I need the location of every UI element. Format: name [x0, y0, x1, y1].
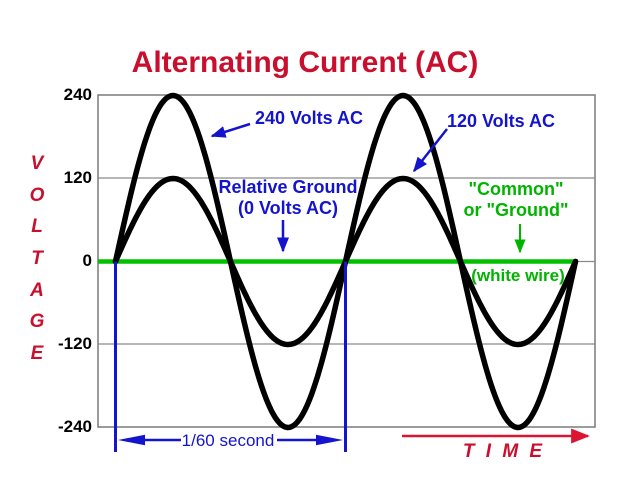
arrow-to-240v-wave [210, 122, 251, 138]
arrow-to-120v-wave [413, 128, 448, 173]
y-axis-letter: E [30, 343, 44, 365]
label-240-volts-ac: 240 Volts AC [254, 108, 364, 128]
dimension-arrowhead-right [316, 434, 343, 446]
label-white-wire: (white wire) [471, 266, 565, 285]
y-axis-letter: O [29, 184, 45, 206]
y-tick-neg120: -120 [57, 334, 92, 353]
dimension-arrowhead-left [118, 434, 145, 446]
y-axis-label: V O L T A G E [22, 148, 52, 370]
common-ground-line1: "Common" [468, 179, 564, 199]
y-axis-letter: G [29, 311, 45, 333]
y-tick-240: 240 [63, 85, 92, 104]
y-tick-120: 120 [63, 168, 92, 187]
y-axis-letter: V [30, 153, 44, 174]
relative-ground-line2: (0 Volts AC) [237, 197, 338, 218]
label-common-ground: "Common" or "Ground" [463, 179, 568, 220]
y-axis-letter: A [30, 279, 44, 301]
label-relative-ground: Relative Ground (0 Volts AC) [218, 177, 357, 218]
label-120-volts-ac: 120 Volts AC [446, 111, 556, 131]
x-axis-label-time: T I M E [462, 441, 546, 462]
common-ground-line2: or "Ground" [463, 199, 569, 220]
label-period: 1/60 second [181, 431, 275, 450]
y-axis-letter: L [31, 216, 43, 238]
relative-ground-line1: Relative Ground [218, 177, 358, 197]
y-tick-neg240: -240 [57, 417, 92, 436]
y-tick-0: 0 [82, 251, 92, 270]
y-axis-letter: T [31, 248, 43, 270]
figure-title: Alternating Current (AC) [131, 46, 479, 79]
